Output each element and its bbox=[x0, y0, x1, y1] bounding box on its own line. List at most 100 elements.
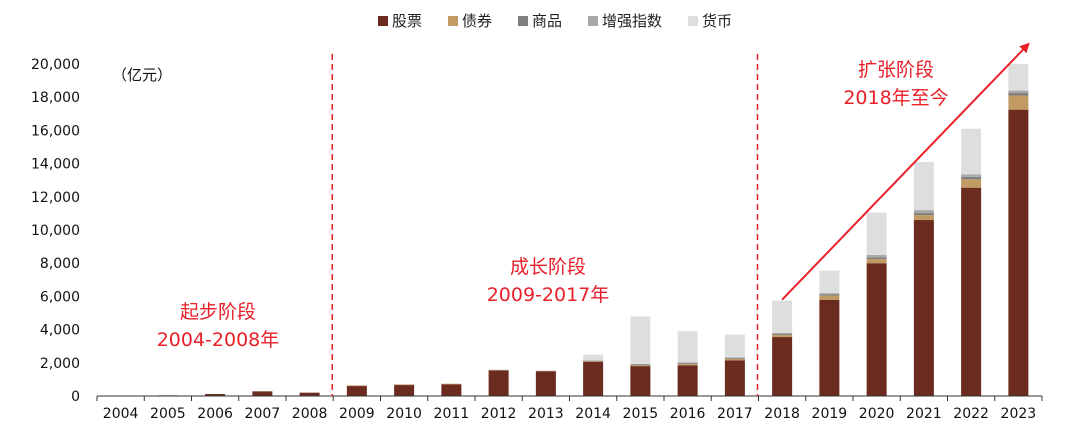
bar-segment-2023-1 bbox=[1008, 95, 1029, 110]
phase-1-years: 2004-2008年 bbox=[157, 329, 280, 351]
legend-swatch-2 bbox=[518, 16, 528, 26]
bar-segment-2020-2 bbox=[866, 257, 887, 260]
bar-segment-2020-1 bbox=[866, 259, 887, 264]
x-tick-label: 2021 bbox=[906, 406, 942, 422]
phase-dividers bbox=[331, 54, 759, 396]
bar-segment-2017-2 bbox=[724, 358, 745, 359]
x-tick-label: 2006 bbox=[197, 406, 233, 422]
x-tick-label: 2014 bbox=[575, 406, 611, 422]
x-tick-label: 2020 bbox=[859, 406, 895, 422]
bar-stack-2018 bbox=[772, 300, 793, 396]
bar-segment-2018-3 bbox=[772, 332, 793, 335]
bar-segment-2013-4 bbox=[535, 370, 556, 372]
bar-segment-2020-3 bbox=[866, 254, 887, 258]
bar-stack-2017 bbox=[724, 334, 745, 396]
bar-segment-2018-0 bbox=[772, 337, 793, 396]
bar-segment-2007-0 bbox=[252, 391, 273, 396]
bar-segment-2023-2 bbox=[1008, 93, 1029, 96]
y-unit-label: （亿元） bbox=[112, 66, 172, 84]
legend-label-3: 增强指数 bbox=[602, 12, 662, 30]
bar-segment-2017-4 bbox=[724, 334, 745, 358]
bar-segment-2009-0 bbox=[346, 385, 367, 396]
bar-segment-2012-0 bbox=[488, 370, 509, 396]
x-tick-label: 2017 bbox=[717, 406, 753, 422]
y-tick-label: 14,000 bbox=[31, 157, 80, 173]
bar-stack-2010 bbox=[394, 384, 415, 396]
legend: 股票 债券 商品 增强指数 货币 bbox=[378, 12, 732, 30]
bar-segment-2006-0 bbox=[205, 394, 226, 396]
bar-segment-2023-4 bbox=[1008, 64, 1029, 91]
y-tick-label: 20,000 bbox=[31, 57, 80, 73]
bar-segment-2019-3 bbox=[819, 293, 840, 295]
x-tick-label: 2013 bbox=[528, 406, 564, 422]
bar-stack-2020 bbox=[866, 212, 887, 396]
legend-label-0: 股票 bbox=[392, 12, 422, 30]
y-tick-label: 16,000 bbox=[31, 123, 80, 139]
bar-stack-2013 bbox=[535, 370, 556, 396]
y-tick-label: 10,000 bbox=[31, 223, 80, 239]
bar-segment-2022-2 bbox=[961, 176, 982, 180]
bar-segment-2021-2 bbox=[913, 213, 934, 216]
bar-segment-2021-1 bbox=[913, 215, 934, 221]
bar-stack-2011 bbox=[441, 383, 462, 396]
bar-segment-2016-3 bbox=[677, 362, 698, 364]
y-tick-label: 2,000 bbox=[40, 356, 80, 372]
bar-segment-2016-1 bbox=[677, 364, 698, 366]
phase-3-years: 2018年至今 bbox=[843, 87, 948, 109]
x-tick-label: 2004 bbox=[103, 406, 139, 422]
bar-stack-2015 bbox=[630, 316, 651, 396]
bar-segment-2021-4 bbox=[913, 161, 934, 211]
bar-segment-2016-4 bbox=[677, 331, 698, 363]
y-axis: 0 2,000 4,000 6,000 8,000 10,000 12,000 14,000 1… bbox=[31, 57, 80, 405]
y-tick-label: 6,000 bbox=[40, 289, 80, 305]
bar-stack-2014 bbox=[583, 354, 604, 396]
bar-segment-2015-4 bbox=[630, 316, 651, 364]
x-tick-label: 2010 bbox=[386, 406, 422, 422]
legend-swatch-3 bbox=[588, 16, 598, 26]
y-tick-label: 18,000 bbox=[31, 90, 80, 106]
trend-arrow bbox=[781, 42, 1030, 301]
y-tick-label: 12,000 bbox=[31, 190, 80, 206]
bar-segment-2022-4 bbox=[961, 128, 982, 175]
phase-3-title: 扩张阶段 bbox=[858, 59, 934, 81]
bar-segment-2019-4 bbox=[819, 270, 840, 294]
y-tick-label: 4,000 bbox=[40, 323, 80, 339]
bar-stack-2007 bbox=[252, 391, 273, 396]
bar-stack-2021 bbox=[913, 161, 934, 396]
legend-label-1: 债券 bbox=[462, 12, 492, 30]
bar-stack-2009 bbox=[346, 385, 367, 396]
bar-segment-2009-1 bbox=[346, 385, 367, 387]
bar-segment-2010-0 bbox=[394, 384, 415, 396]
x-tick-label: 2012 bbox=[481, 406, 517, 422]
x-tick-label: 2022 bbox=[953, 406, 989, 422]
bar-segment-2018-2 bbox=[772, 334, 793, 336]
x-tick-label: 2015 bbox=[623, 406, 659, 422]
legend-label-2: 商品 bbox=[532, 12, 562, 30]
x-tick-label: 2016 bbox=[670, 406, 706, 422]
legend-swatch-1 bbox=[448, 16, 458, 26]
bar-segment-2018-4 bbox=[772, 300, 793, 333]
legend-label-4: 货币 bbox=[702, 12, 732, 30]
bar-segment-2017-1 bbox=[724, 358, 745, 361]
x-tick-label: 2019 bbox=[812, 406, 848, 422]
bar-segment-2015-3 bbox=[630, 363, 651, 365]
x-tick-label: 2009 bbox=[339, 406, 375, 422]
phase-1-title: 起步阶段 bbox=[180, 301, 256, 323]
y-tick-label: 8,000 bbox=[40, 256, 80, 272]
y-tick-label: 0 bbox=[71, 389, 80, 405]
bar-segment-2014-3 bbox=[583, 360, 604, 362]
bar-segment-2011-1 bbox=[441, 383, 462, 385]
x-tick-label: 2007 bbox=[245, 406, 281, 422]
bars bbox=[110, 64, 1029, 397]
bar-segment-2011-0 bbox=[441, 384, 462, 396]
x-axis: 2004 2005 2006 2007 2008 2009 2010 2011 2012 2013… bbox=[96, 396, 1043, 422]
bar-stack-2012 bbox=[488, 369, 509, 396]
bar-segment-2010-1 bbox=[394, 384, 415, 386]
phase-2-years: 2009-2017年 bbox=[487, 284, 610, 306]
bar-segment-2019-0 bbox=[819, 299, 840, 396]
bar-stack-2019 bbox=[819, 270, 840, 396]
x-tick-label: 2023 bbox=[1001, 406, 1037, 422]
phase-2-title: 成长阶段 bbox=[510, 256, 586, 278]
bar-segment-2023-0 bbox=[1008, 109, 1029, 397]
